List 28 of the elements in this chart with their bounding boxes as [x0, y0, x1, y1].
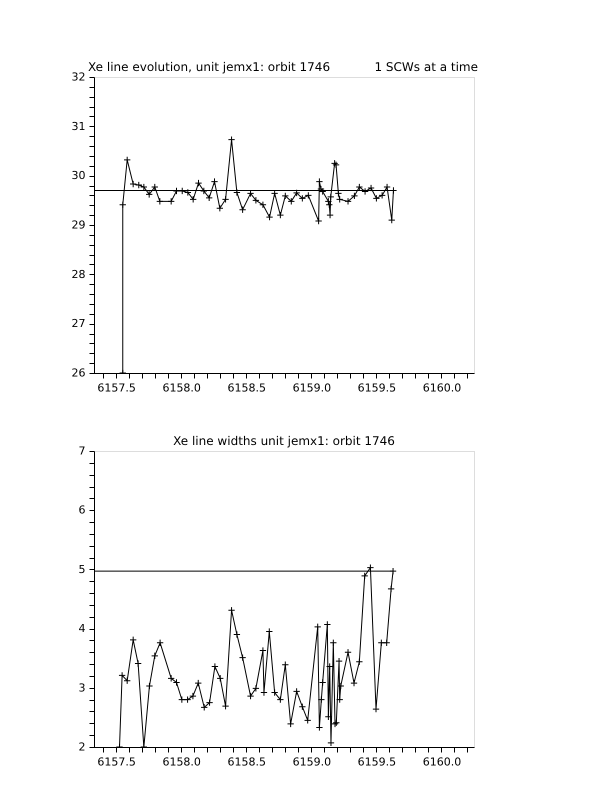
x-tick-label: 6158.5: [228, 756, 266, 768]
y-tick-label: 5: [78, 562, 86, 576]
y-tick-label: 6: [78, 504, 86, 517]
x-tick-label: 6158.0: [162, 756, 201, 768]
y-tick-label: 29: [72, 218, 86, 232]
x-tick-label: 6159.5: [358, 756, 396, 768]
x-tick-label: 6158.5: [228, 382, 266, 394]
y-tick-label: 26: [72, 366, 86, 380]
chart-title: Xe line evolution, unit jemx1: orbit 1746: [88, 60, 330, 74]
y-tick-label: 27: [72, 317, 86, 330]
x-tick-label: 6158.0: [162, 382, 201, 394]
x-tick-label: 6159.5: [358, 382, 396, 394]
x-tick-label: 6157.5: [97, 756, 136, 768]
x-tick-label: 6159.0: [292, 382, 332, 394]
y-tick-label: 30: [72, 169, 86, 182]
y-tick-label: 31: [72, 120, 86, 133]
y-tick-label: 32: [72, 70, 86, 84]
chart-title: Xe line widths unit jemx1: orbit 1746: [173, 434, 395, 448]
x-tick-label: 6160.0: [422, 756, 462, 768]
y-tick-label: 4: [78, 622, 86, 636]
y-tick-label: 28: [72, 268, 86, 281]
x-tick-label: 6159.0: [292, 756, 332, 768]
text: 1 SCWs at a time: [374, 60, 478, 74]
x-tick-label: 6160.0: [422, 382, 462, 394]
y-tick-label: 2: [78, 740, 86, 754]
y-tick-label: 3: [78, 681, 86, 694]
x-tick-label: 6157.5: [97, 382, 136, 394]
y-tick-label: 7: [78, 444, 86, 458]
